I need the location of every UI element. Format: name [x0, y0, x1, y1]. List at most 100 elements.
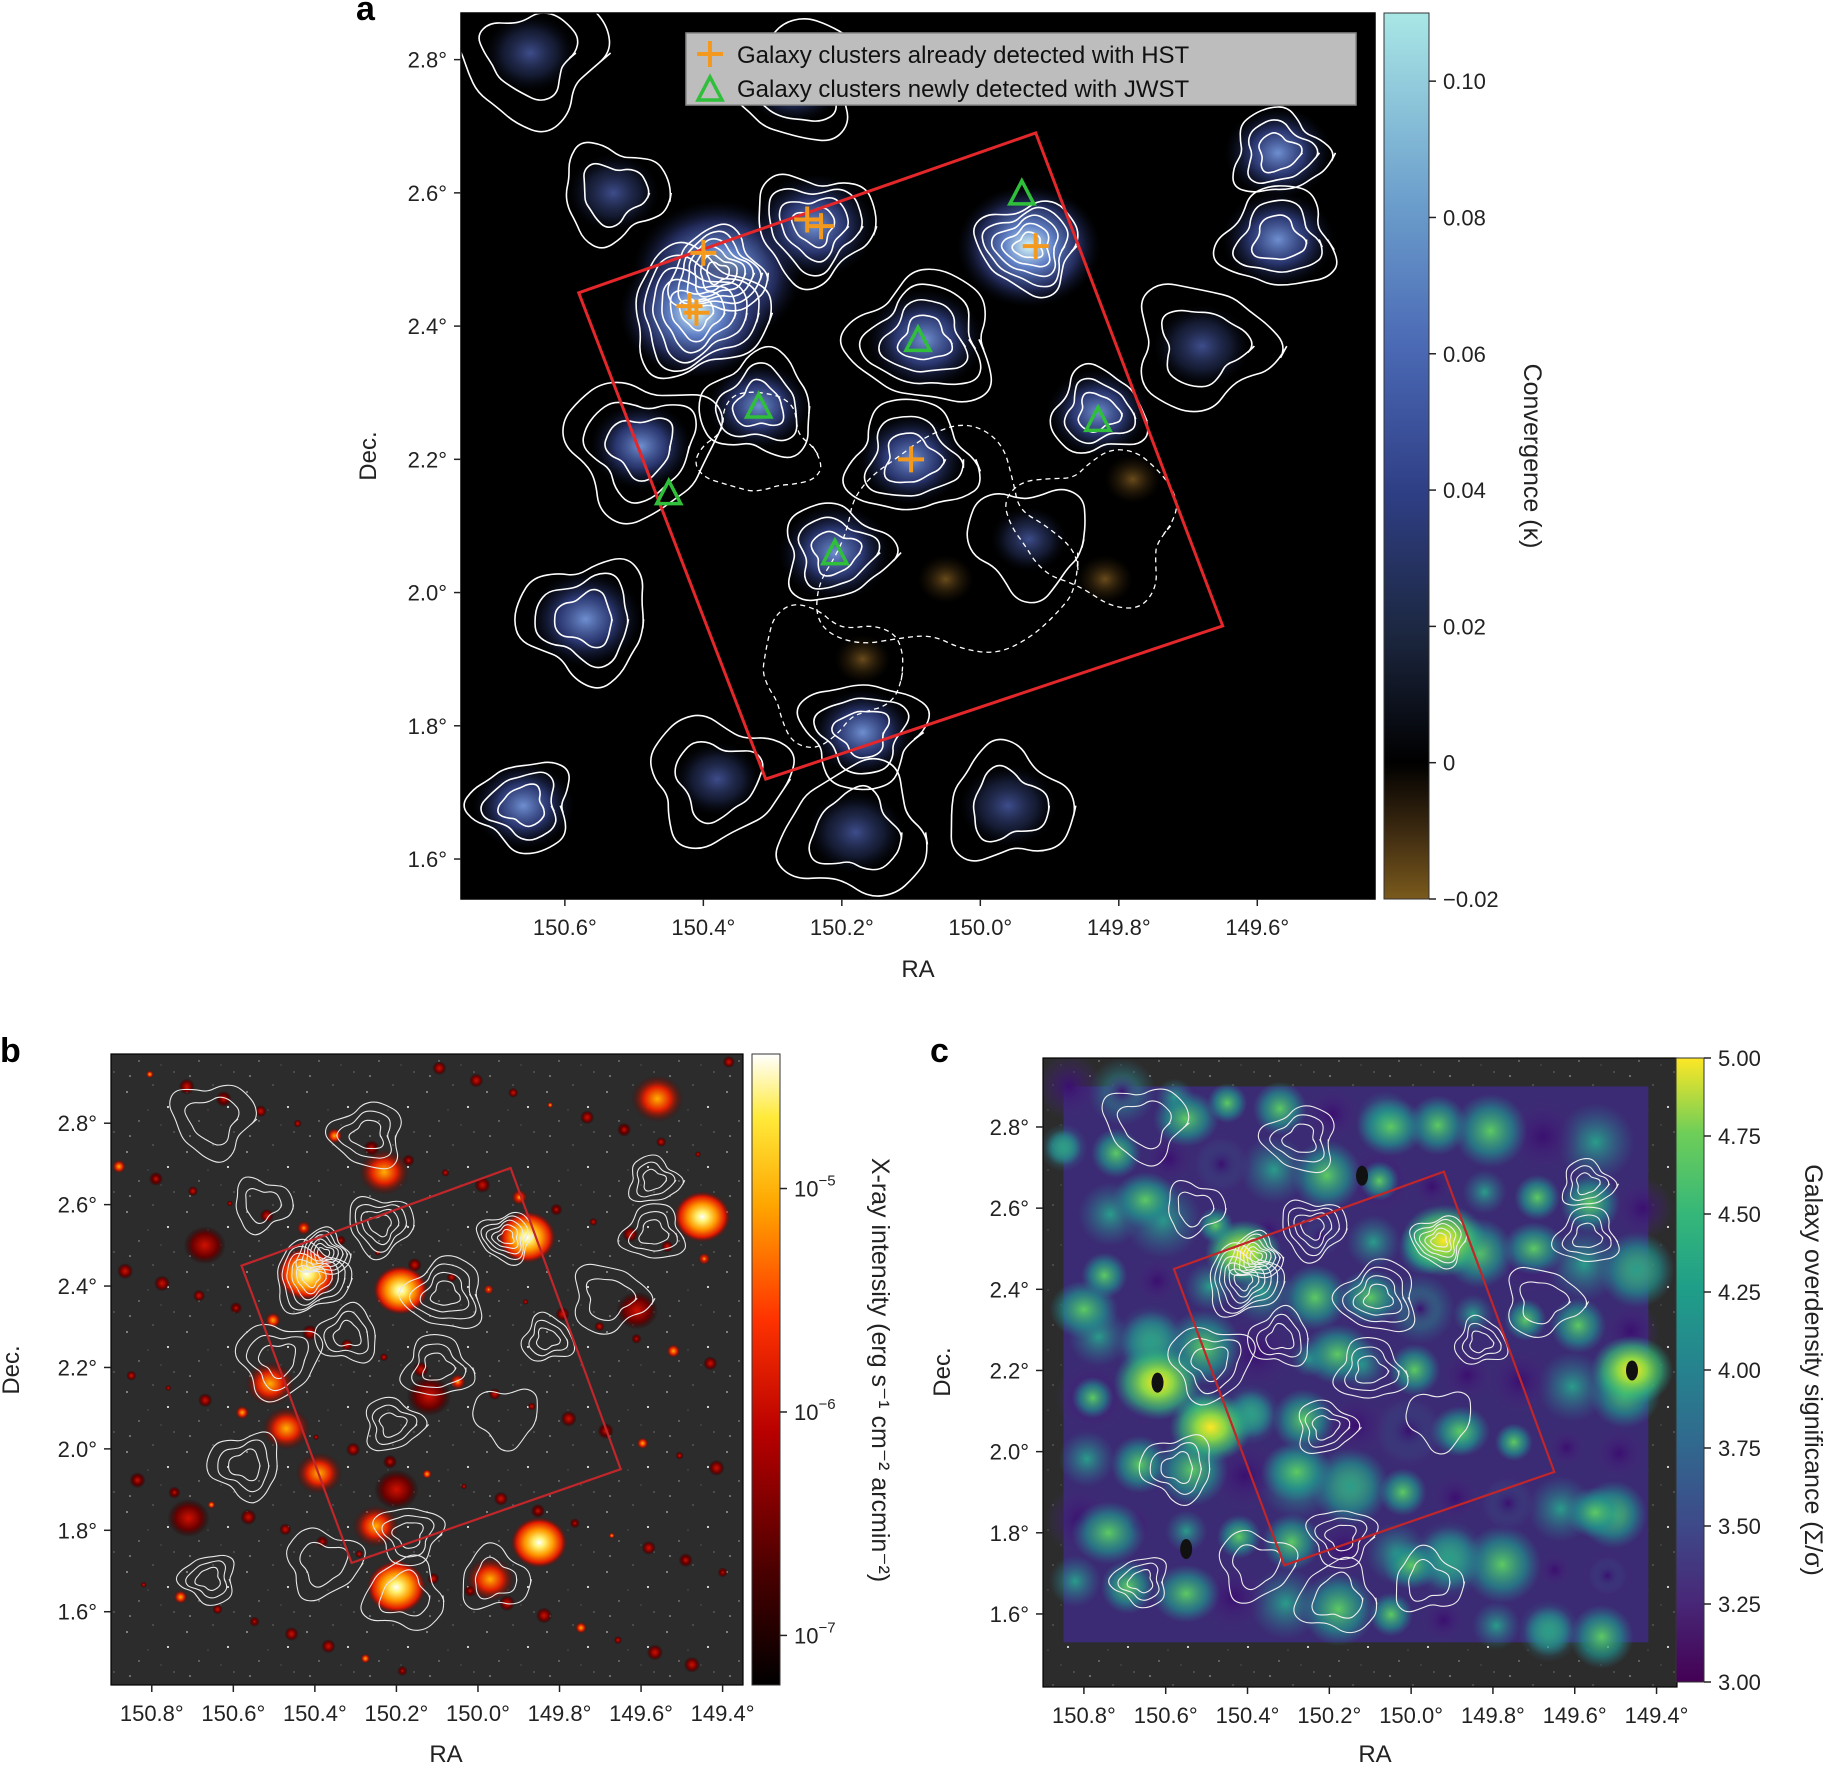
overdensity-cell — [1410, 1165, 1453, 1208]
panel-c-colorbar-label: Galaxy overdensity significance (Σ/σ) — [1799, 1164, 1825, 1576]
legend-jwst-label: Galaxy clusters newly detected with JWST — [737, 76, 1189, 103]
contour-line — [686, 238, 756, 303]
negative-contour-line — [695, 391, 822, 492]
contour-line — [883, 432, 947, 484]
xray-source — [619, 1124, 630, 1135]
xray-peak — [406, 1375, 452, 1417]
y-tick-label: 2.8° — [58, 1111, 97, 1136]
contour-line — [842, 398, 982, 511]
contour-line — [1117, 1562, 1160, 1601]
xray-source — [212, 1604, 223, 1615]
panel-c-x-ticks: 150.8° 150.6° 150.4° 150.2° 150.0° 149.8° 149.… — [1052, 1687, 1688, 1728]
contour-line — [534, 572, 630, 669]
contour-line — [1232, 106, 1337, 193]
xray-source — [474, 1177, 491, 1193]
contour-line — [185, 1560, 228, 1599]
xray-source — [680, 1555, 691, 1566]
contour-line — [1250, 214, 1308, 261]
contour-line — [496, 1228, 515, 1245]
xray-source — [703, 1356, 718, 1371]
xray-peak — [374, 1469, 419, 1510]
overdensity-cell — [1071, 1376, 1114, 1419]
contour-line — [651, 267, 748, 364]
xray-source — [508, 1087, 519, 1098]
x-tick-label: 149.4° — [691, 1701, 755, 1726]
contour-line — [354, 1204, 408, 1253]
xray-peak — [358, 1149, 410, 1195]
jwst-cluster-marker — [1006, 177, 1037, 206]
overdensity-peak — [1153, 1090, 1219, 1147]
xray-source — [173, 1590, 188, 1605]
xray-source — [251, 1618, 258, 1625]
contour-line — [1108, 1557, 1167, 1609]
contour-line — [565, 141, 672, 249]
y-tick-label: 2.2° — [990, 1358, 1029, 1383]
contour-line — [1293, 1556, 1378, 1634]
contour-line — [981, 206, 1069, 288]
contour-line — [184, 1096, 240, 1146]
xray-source — [708, 1459, 725, 1476]
y-tick-label: 2.4° — [990, 1277, 1029, 1302]
contour-line — [1453, 1314, 1509, 1365]
contour-line — [245, 1188, 283, 1224]
contour-line — [411, 1343, 467, 1389]
contour-line — [528, 1319, 569, 1357]
contour-line — [422, 1352, 457, 1381]
contour-line — [1140, 283, 1288, 413]
xray-source — [432, 1061, 447, 1076]
convergence-peak — [1222, 191, 1335, 288]
y-tick-label: 2.0° — [408, 581, 447, 606]
overdensity-cell — [1494, 1423, 1533, 1462]
masked-region — [1626, 1360, 1639, 1381]
contour-line — [1160, 1451, 1194, 1484]
contour-line — [1149, 1442, 1203, 1495]
panel-a-legend: Galaxy clusters already detected with HS… — [685, 32, 1357, 106]
contour-line — [1331, 1258, 1416, 1333]
panel-c-x-label: RA — [1358, 1741, 1391, 1768]
xray-source — [594, 1321, 605, 1332]
contour-line — [1218, 1256, 1272, 1310]
panel-c-y-ticks: 1.6° 1.8° 2.0° 2.2° 2.4° 2.6° 2.8° — [990, 1115, 1043, 1627]
xray-source — [235, 1405, 250, 1420]
hst-cluster-marker — [808, 213, 835, 240]
x-tick-label: 149.6° — [1225, 915, 1289, 940]
contour-line — [371, 1404, 418, 1445]
panel-a-colorbar-label: Convergence (κ) — [1518, 364, 1546, 549]
contour-line — [419, 1271, 470, 1313]
panel-c-overdensity-map: 150.8° 150.6° 150.4° 150.2° 150.0° 149.8° 149.… — [929, 1046, 1825, 1768]
contour-line — [535, 1327, 561, 1351]
panel-b-xray-heatmap — [112, 1056, 735, 1676]
x-tick-label: 150.8° — [120, 1701, 184, 1726]
xray-source — [683, 1656, 700, 1673]
xray-source — [198, 1393, 213, 1408]
colorbar-tick-label: 5.00 — [1718, 1046, 1761, 1071]
masked-region — [1356, 1165, 1369, 1186]
contour-line — [1269, 1114, 1325, 1163]
contour-line — [497, 783, 546, 828]
contour-line — [1324, 1524, 1357, 1552]
overdensity-cell — [1582, 1550, 1633, 1601]
xray-source — [301, 1324, 318, 1341]
xray-source — [522, 1298, 529, 1305]
negative-contour-line — [816, 424, 1079, 653]
contour-line — [332, 1319, 362, 1347]
x-tick-label: 150.2° — [364, 1701, 428, 1726]
contour-line — [306, 1234, 345, 1270]
contour-line — [583, 162, 651, 228]
contour-line — [1461, 1322, 1502, 1360]
xray-source — [207, 1500, 216, 1509]
overdensity-peak — [1565, 1487, 1626, 1539]
overdensity-cell — [1401, 1289, 1440, 1328]
overdensity-cell — [1327, 1463, 1374, 1510]
contour-line — [1168, 1179, 1227, 1239]
contour-line — [1126, 1569, 1154, 1594]
y-tick-label: 2.6° — [990, 1196, 1029, 1221]
convergence-peak — [1153, 305, 1251, 388]
xray-source — [636, 1437, 649, 1450]
convergence-peak — [674, 742, 761, 816]
contour-line — [301, 1230, 349, 1272]
hst-cluster-marker — [794, 206, 821, 233]
contour-line — [234, 1323, 324, 1403]
contour-line — [790, 206, 836, 249]
panel-a-colorbar: −0.02 0 0.02 0.04 0.06 0.08 0.10 Convergence (… — [1383, 12, 1546, 912]
